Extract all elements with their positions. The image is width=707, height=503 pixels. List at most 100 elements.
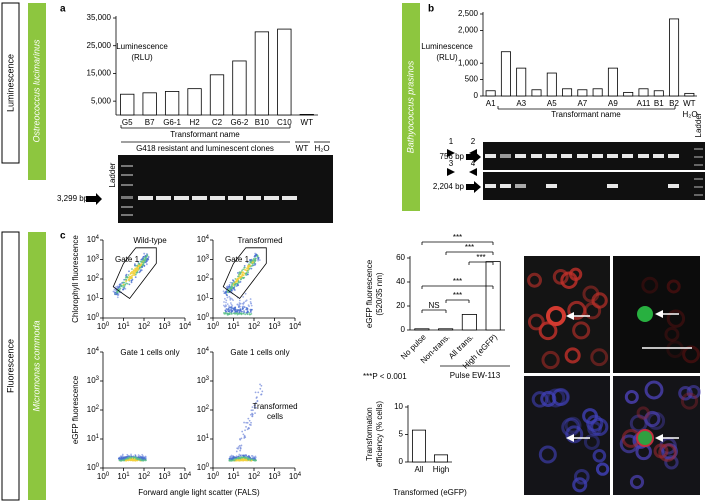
event	[131, 457, 134, 460]
event	[240, 437, 243, 440]
significance: ***	[465, 243, 474, 252]
gate-label: Gate 1	[225, 255, 250, 264]
event	[135, 268, 138, 271]
event	[228, 308, 230, 311]
event	[244, 269, 247, 271]
event	[228, 305, 230, 307]
bar	[577, 89, 588, 97]
event	[123, 459, 126, 461]
cell	[629, 474, 645, 490]
event	[120, 458, 123, 460]
event	[239, 438, 241, 440]
x-tick-label: A7	[577, 99, 587, 108]
event	[144, 256, 146, 259]
y-tick-label: 40	[396, 277, 405, 286]
x-tick-label: All	[415, 465, 424, 474]
event	[236, 277, 239, 280]
event	[243, 266, 246, 269]
y-axis-label: eGFP fluorescence	[71, 375, 80, 444]
event	[128, 270, 130, 273]
bar	[209, 74, 225, 116]
event	[241, 306, 244, 309]
event	[123, 287, 126, 289]
y-tick-label: 102	[87, 274, 100, 284]
species-label: Micromonas commoda	[31, 320, 41, 411]
cell	[583, 434, 600, 450]
event	[249, 298, 252, 300]
x-tick-label: G6-2	[231, 118, 249, 127]
event	[222, 304, 225, 307]
event	[254, 391, 257, 394]
x-tick-label: B2	[669, 99, 679, 108]
y-axis-label: (RLU)	[131, 53, 153, 62]
panel-label: a	[60, 4, 66, 15]
event	[237, 446, 240, 448]
primer-arrow	[447, 149, 455, 157]
event	[243, 264, 246, 267]
species-bar	[402, 3, 420, 211]
event	[243, 310, 245, 313]
exponent: 0	[96, 313, 100, 319]
x-tick-label: A1	[486, 99, 496, 108]
plot-title: Transformed	[237, 236, 282, 245]
event	[124, 274, 127, 277]
cell	[538, 321, 558, 341]
event	[248, 419, 251, 422]
event	[137, 458, 140, 460]
event	[124, 276, 127, 279]
event	[138, 266, 141, 269]
event	[139, 459, 142, 462]
event	[223, 301, 225, 303]
x-tick-label: 101	[227, 322, 240, 332]
event	[227, 310, 230, 313]
event	[248, 313, 251, 316]
exponent: 0	[96, 463, 100, 469]
event	[133, 274, 136, 277]
gel-bands	[138, 196, 297, 200]
cell	[637, 306, 653, 322]
event	[129, 273, 132, 275]
event	[245, 299, 248, 302]
event	[259, 387, 262, 390]
event	[134, 271, 137, 274]
event	[232, 456, 235, 459]
gate	[222, 247, 267, 300]
event	[133, 264, 136, 267]
bar	[546, 72, 557, 97]
side-label: Luminescence	[5, 54, 15, 112]
event	[147, 256, 150, 258]
primer-label: 2	[471, 137, 476, 146]
x-tick-label: 102	[138, 322, 151, 332]
event	[146, 258, 149, 260]
event	[127, 274, 130, 276]
bar	[623, 91, 634, 97]
y-axis-label: eGFP fluorescence	[365, 259, 374, 328]
event	[119, 287, 122, 290]
event	[225, 291, 227, 293]
cell	[582, 285, 600, 303]
exponent: 0	[106, 322, 110, 328]
event	[254, 412, 256, 415]
event	[249, 261, 252, 264]
arrow	[466, 181, 481, 193]
event	[251, 415, 254, 418]
event	[248, 455, 251, 458]
event	[245, 421, 248, 424]
event	[113, 288, 116, 291]
cell	[565, 425, 584, 444]
event	[234, 306, 237, 309]
event	[228, 284, 231, 286]
bar	[500, 51, 511, 97]
event	[225, 301, 227, 304]
x-tick-label: B1	[654, 99, 664, 108]
event	[144, 259, 147, 262]
event	[230, 457, 233, 460]
event	[247, 457, 250, 460]
event	[254, 260, 257, 263]
event	[251, 406, 254, 409]
event	[133, 458, 136, 460]
plot-title: Gate 1 cells only	[120, 348, 179, 357]
x-axis-label: Transformant name	[551, 110, 621, 119]
events	[112, 252, 150, 299]
